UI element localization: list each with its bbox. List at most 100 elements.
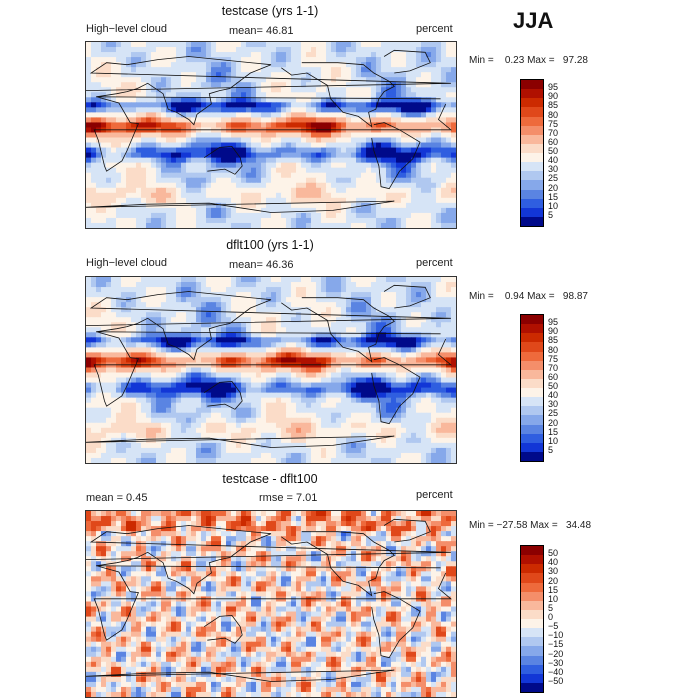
map-cell [206, 422, 212, 429]
map-cell [421, 357, 427, 364]
map-cell [266, 87, 272, 93]
map-cell [121, 192, 127, 199]
map-cell [121, 77, 127, 83]
map-cell [406, 147, 412, 154]
map-cell [306, 152, 312, 159]
map-cell [401, 392, 407, 399]
map-cell [386, 202, 392, 209]
map-cell [436, 202, 442, 209]
map-cell [136, 202, 142, 209]
map-cell [156, 132, 162, 139]
map-cell [131, 347, 137, 354]
map-cell [421, 302, 427, 308]
map-cell [236, 207, 242, 214]
map-cell [211, 332, 217, 338]
map-cell [171, 112, 177, 119]
map-cell [171, 187, 177, 194]
map-cell [301, 217, 307, 224]
map-cell [216, 342, 222, 348]
map-cell [286, 352, 292, 359]
map-cell [201, 97, 207, 103]
map-cell [191, 162, 197, 169]
map-cell [236, 107, 242, 113]
map-cell [281, 387, 287, 394]
map-cell [201, 307, 207, 313]
map-cell [291, 97, 297, 103]
map-cell [121, 342, 127, 348]
map-cell [106, 382, 112, 389]
map-cell [281, 357, 287, 364]
map-cell [266, 202, 272, 209]
map-cell [386, 77, 392, 83]
map-cell [161, 147, 167, 154]
map-cell [436, 367, 442, 374]
map-cell [431, 117, 437, 124]
map-cell [236, 297, 242, 303]
map-cell [231, 392, 237, 399]
map-cell [171, 377, 177, 384]
map-cell [156, 77, 162, 83]
map-cell [406, 127, 412, 134]
map-cell [446, 397, 452, 404]
map-cell [271, 392, 277, 399]
map-cell [226, 302, 232, 308]
map-cell [436, 392, 442, 399]
map-cell [206, 407, 212, 414]
map-cell [236, 172, 242, 179]
map-cell [161, 287, 167, 293]
map-cell [386, 417, 392, 424]
map-cell [311, 322, 317, 328]
map-cell [181, 42, 187, 48]
map-cell [136, 367, 142, 374]
map-cell [371, 187, 377, 194]
map-cell [296, 97, 302, 103]
map-cell [301, 347, 307, 354]
map-cell [341, 177, 347, 184]
map-cell [391, 57, 397, 63]
panel1-units: percent [416, 23, 453, 35]
map-cell [361, 192, 367, 199]
map-cell [111, 97, 117, 103]
map-cell [186, 42, 192, 48]
map-cell [331, 117, 337, 124]
map-cell [421, 307, 427, 313]
map-cell [306, 357, 312, 364]
map-cell [411, 387, 417, 394]
map-cell [441, 282, 447, 288]
map-cell [366, 277, 372, 283]
map-cell [341, 197, 347, 204]
map-cell [396, 197, 402, 204]
map-cell [446, 157, 452, 164]
map-cell [236, 117, 242, 124]
map-cell [111, 402, 117, 409]
map-cell [401, 337, 407, 343]
map-cell [356, 52, 362, 58]
map-cell [311, 47, 317, 53]
map-cell [381, 42, 387, 48]
map-cell [276, 47, 282, 53]
map-cell [371, 182, 377, 189]
map-cell [366, 292, 372, 298]
map-cell [306, 47, 312, 53]
map-cell [106, 302, 112, 308]
map-cell [296, 352, 302, 359]
map-cell [131, 202, 137, 209]
map-cell [101, 382, 107, 389]
map-cell [406, 377, 412, 384]
map-cell [366, 57, 372, 63]
map-cell [136, 327, 142, 333]
map-cell [196, 407, 202, 414]
map-cell [161, 152, 167, 159]
map-cell [216, 312, 222, 318]
map-cell [236, 112, 242, 119]
map-cell [286, 207, 292, 214]
map-cell [286, 397, 292, 404]
map-cell [436, 52, 442, 58]
map-cell [411, 382, 417, 389]
map-cell [216, 377, 222, 384]
map-cell [286, 382, 292, 389]
map-cell [111, 172, 117, 179]
map-cell [176, 87, 182, 93]
map-cell [146, 182, 152, 189]
map-cell [166, 287, 172, 293]
